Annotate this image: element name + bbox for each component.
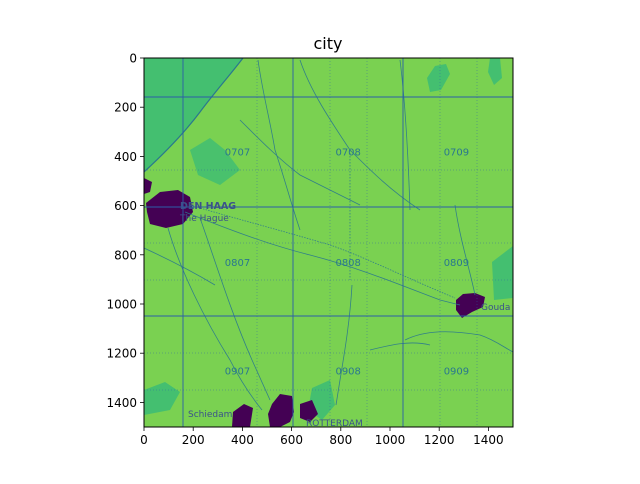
road-network [144, 59, 513, 411]
sheet-label: 0908 [335, 366, 360, 377]
chart-title: city [314, 34, 343, 53]
place-label-schiedam: Schiedam [188, 410, 232, 420]
x-tick-label: 1000 [375, 433, 406, 447]
urban-schiedam [232, 404, 253, 427]
lake-northeast [427, 64, 450, 92]
lake-north [488, 58, 502, 85]
sheet-grid [144, 58, 513, 427]
y-tick-label: 800 [114, 248, 137, 262]
urban-rotterdam [268, 394, 294, 427]
place-label-the-hague: The Hague [179, 214, 229, 224]
y-tick-label: 200 [114, 101, 137, 115]
x-tick-label: 200 [182, 433, 205, 447]
sheet-label: 0907 [225, 366, 250, 377]
plot-frame [143, 57, 514, 428]
urban-den-haag [146, 190, 193, 228]
sheet-label: 0809 [444, 258, 469, 269]
x-tick-label: 800 [329, 433, 352, 447]
sheet-label: 0807 [225, 258, 250, 269]
x-tick-label: 1200 [424, 433, 455, 447]
x-tick-label: 600 [280, 433, 303, 447]
y-tick-label: 400 [114, 150, 137, 164]
sheet-label: 0709 [444, 147, 469, 158]
water-dunes [190, 138, 240, 185]
urban-rotterdam-east [300, 400, 318, 422]
sheet-label: 0707 [225, 147, 250, 158]
sheet-label: 0909 [444, 366, 469, 377]
y-tick-label: 1400 [106, 396, 137, 410]
land-area [144, 58, 513, 427]
urban-den-haag-north [144, 178, 152, 194]
x-tick-label: 0 [140, 433, 148, 447]
x-axis: 0 200 400 600 800 1000 1200 1400 [140, 427, 504, 447]
x-tick-label: 1400 [473, 433, 504, 447]
sheet-labels: 0707 0708 0709 0807 0808 0809 0907 0908 0909 [225, 147, 469, 377]
y-tick-label: 600 [114, 199, 137, 213]
place-label-rotterdam: ROTTERDAM [306, 419, 363, 429]
lake-east [492, 246, 513, 300]
urban-gouda [456, 293, 485, 318]
place-label-gouda: Gouda [481, 303, 510, 313]
sheet-label: 0808 [335, 258, 360, 269]
map-image: 0707 0708 0709 0807 0808 0809 0907 0908 0909 DEN… [144, 58, 513, 429]
coast-strip [144, 58, 244, 173]
y-tick-label: 0 [129, 52, 137, 66]
y-tick-label: 1000 [106, 298, 137, 312]
place-label-den-haag: DEN HAAG [180, 201, 236, 212]
y-tick-label: 1200 [106, 347, 137, 361]
y-axis: 0 200 400 600 800 1000 1200 1400 [106, 52, 144, 410]
x-tick-label: 400 [231, 433, 254, 447]
sea-area [144, 58, 243, 172]
sheet-label: 0708 [335, 147, 360, 158]
